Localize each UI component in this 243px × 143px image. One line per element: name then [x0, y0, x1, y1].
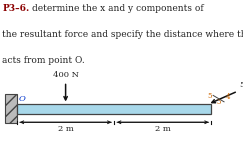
- Text: 3: 3: [216, 98, 221, 106]
- Text: 400 N: 400 N: [53, 71, 78, 79]
- Text: 4: 4: [225, 93, 230, 101]
- Bar: [5, 94, 17, 123]
- Text: 500 N: 500 N: [240, 81, 243, 89]
- Text: acts from point O.: acts from point O.: [2, 56, 85, 65]
- Bar: [17, 104, 211, 114]
- Text: 5: 5: [207, 92, 212, 100]
- Text: O: O: [18, 95, 25, 103]
- Text: 2 m: 2 m: [58, 125, 73, 133]
- Text: the resultant force and specify the distance where this force: the resultant force and specify the dist…: [2, 30, 243, 39]
- Text: P3–6.: P3–6.: [2, 4, 30, 13]
- Text: 2 m: 2 m: [155, 125, 171, 133]
- Text: determine the x and y components of: determine the x and y components of: [32, 4, 203, 13]
